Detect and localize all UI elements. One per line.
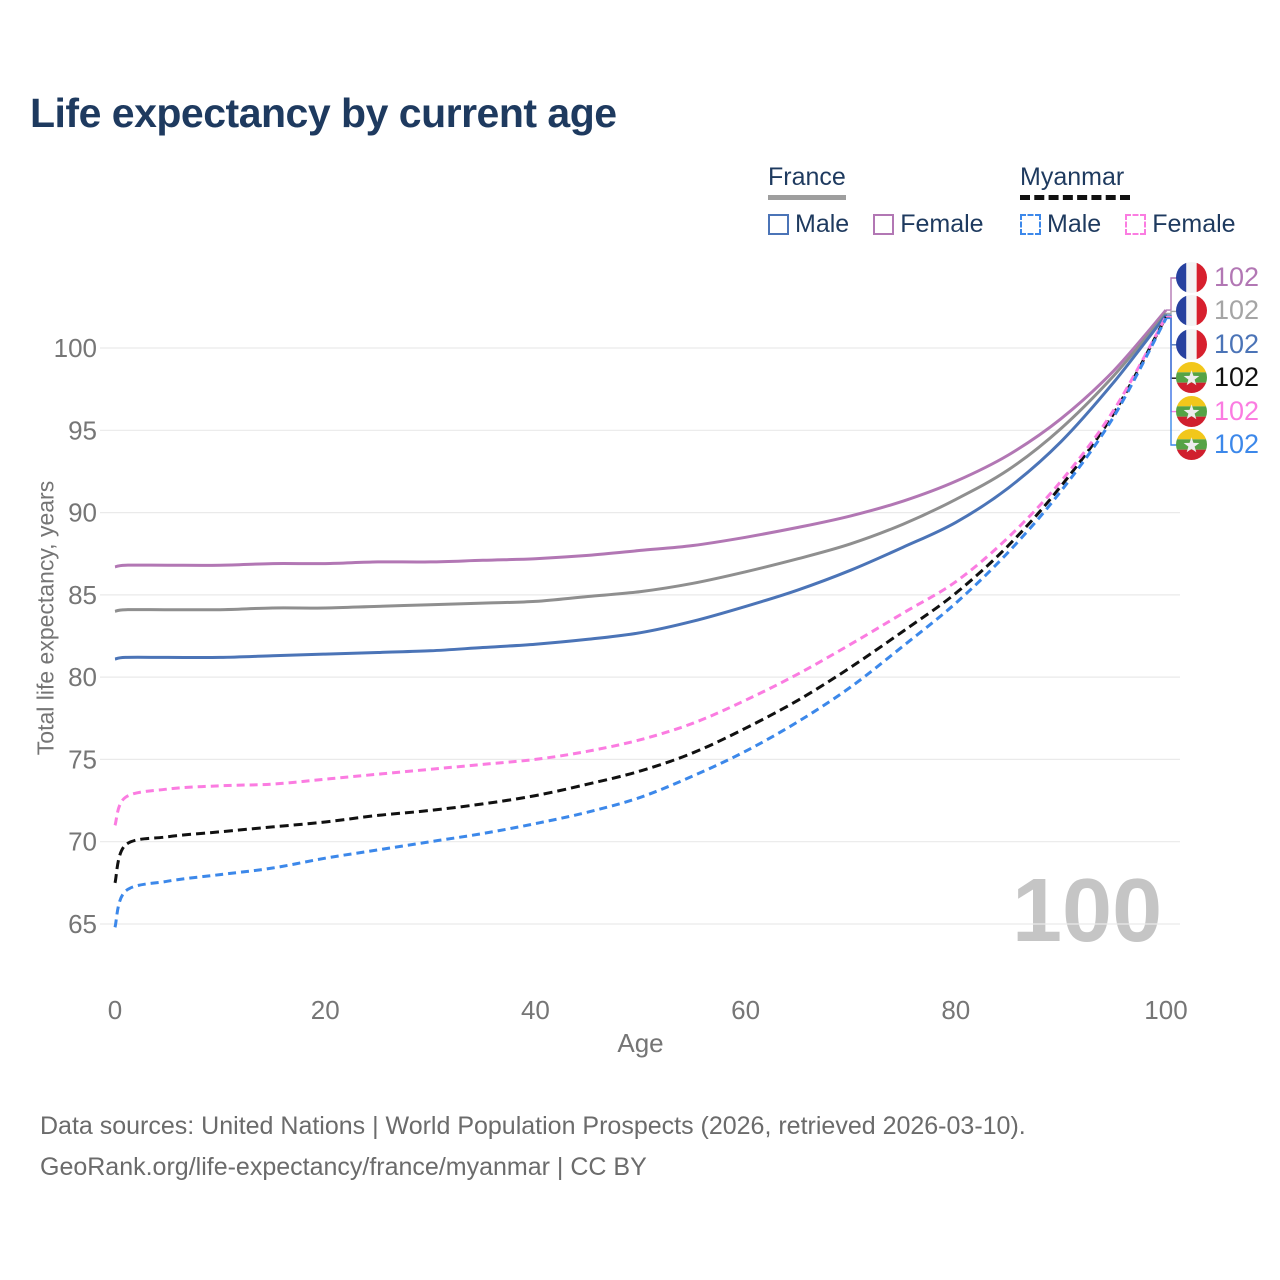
- series-line-france-male[interactable]: [114, 314, 1168, 661]
- x-tick-label: 60: [731, 995, 760, 1025]
- myanmar-flag-icon: [1176, 429, 1207, 460]
- age-watermark: 100: [1012, 861, 1163, 961]
- y-tick-label: 90: [68, 498, 97, 528]
- legend-group-myanmar: Myanmar Male Female: [1020, 163, 1236, 239]
- legend-swatch-myanmar-female: [1125, 214, 1147, 235]
- attribution-text: GeoRank.org/life-expectancy/france/myanm…: [40, 1153, 647, 1181]
- end-label-value: 102: [1214, 396, 1260, 426]
- x-tick-label: 20: [311, 995, 340, 1025]
- y-tick-label: 65: [68, 909, 97, 939]
- legend-label-france-male: Male: [795, 210, 850, 238]
- x-tick-label: 100: [1144, 995, 1187, 1025]
- legend-group-france: France Male Female: [768, 163, 984, 239]
- myanmar-flag-icon: [1176, 362, 1207, 393]
- label-connector: [1166, 277, 1177, 311]
- france-flag-icon: [1176, 262, 1207, 293]
- legend-title-myanmar: Myanmar: [1020, 163, 1125, 191]
- end-label-france-female: 102: [1176, 262, 1259, 293]
- series-line-france-both[interactable]: [114, 312, 1168, 613]
- legend-label-myanmar-female: Female: [1152, 210, 1236, 238]
- end-label-value: 102: [1214, 429, 1260, 459]
- y-tick-label: 70: [68, 827, 97, 857]
- end-label-myanmar-male: 102: [1176, 429, 1259, 460]
- y-tick-label: 100: [54, 333, 97, 363]
- series-line-myanmar-both[interactable]: [113, 316, 1168, 884]
- series-line-myanmar-male[interactable]: [113, 317, 1168, 928]
- series-line-france-female[interactable]: [114, 309, 1168, 569]
- legend-swatch-myanmar-male: [1020, 214, 1041, 235]
- end-label-value: 102: [1214, 329, 1260, 359]
- chart-footer: Data sources: United Nations | World Pop…: [40, 1106, 1026, 1188]
- legend-myanmar-both-swatch[interactable]: [1020, 195, 1130, 200]
- x-tick-label: 0: [108, 995, 122, 1025]
- legend-item-france-female[interactable]: Female: [873, 210, 984, 239]
- label-connector: [1166, 310, 1177, 315]
- y-tick-label: 80: [68, 662, 97, 692]
- end-label-value: 102: [1214, 262, 1260, 292]
- y-tick-label: 95: [68, 415, 97, 445]
- legend-france-both-swatch[interactable]: [768, 195, 846, 200]
- legend-title-france: France: [768, 163, 846, 191]
- series-line-myanmar-female[interactable]: [113, 315, 1168, 826]
- legend-item-myanmar-female[interactable]: Female: [1125, 210, 1236, 239]
- end-label-value: 102: [1214, 295, 1260, 325]
- myanmar-flag-icon: [1176, 396, 1207, 427]
- legend-item-france-male[interactable]: Male: [768, 210, 849, 239]
- legend-item-myanmar-male[interactable]: Male: [1020, 210, 1101, 239]
- y-axis-title: Total life expectancy, years: [32, 480, 59, 756]
- legend-swatch-france-female: [873, 214, 895, 235]
- france-flag-icon: [1176, 329, 1207, 360]
- end-label-myanmar-both: 102: [1176, 362, 1259, 393]
- x-tick-label: 80: [941, 995, 970, 1025]
- x-tick-label: 40: [521, 995, 550, 1025]
- legend-label-france-female: Female: [900, 210, 984, 238]
- label-connector: [1166, 317, 1177, 446]
- chart-title: Life expectancy by current age: [30, 90, 617, 136]
- france-flag-icon: [1176, 295, 1207, 326]
- x-axis-title: Age: [617, 1028, 664, 1058]
- y-tick-label: 85: [68, 580, 97, 610]
- end-label-france-both: 102: [1176, 295, 1259, 326]
- end-label-france-male: 102: [1176, 329, 1259, 360]
- y-tick-label: 75: [68, 744, 97, 774]
- legend-swatch-france-male: [768, 214, 789, 235]
- legend-label-myanmar-male: Male: [1047, 210, 1102, 238]
- end-label-myanmar-female: 102: [1176, 396, 1259, 427]
- data-sources-text: Data sources: United Nations | World Pop…: [40, 1112, 1026, 1140]
- end-label-value: 102: [1214, 362, 1260, 392]
